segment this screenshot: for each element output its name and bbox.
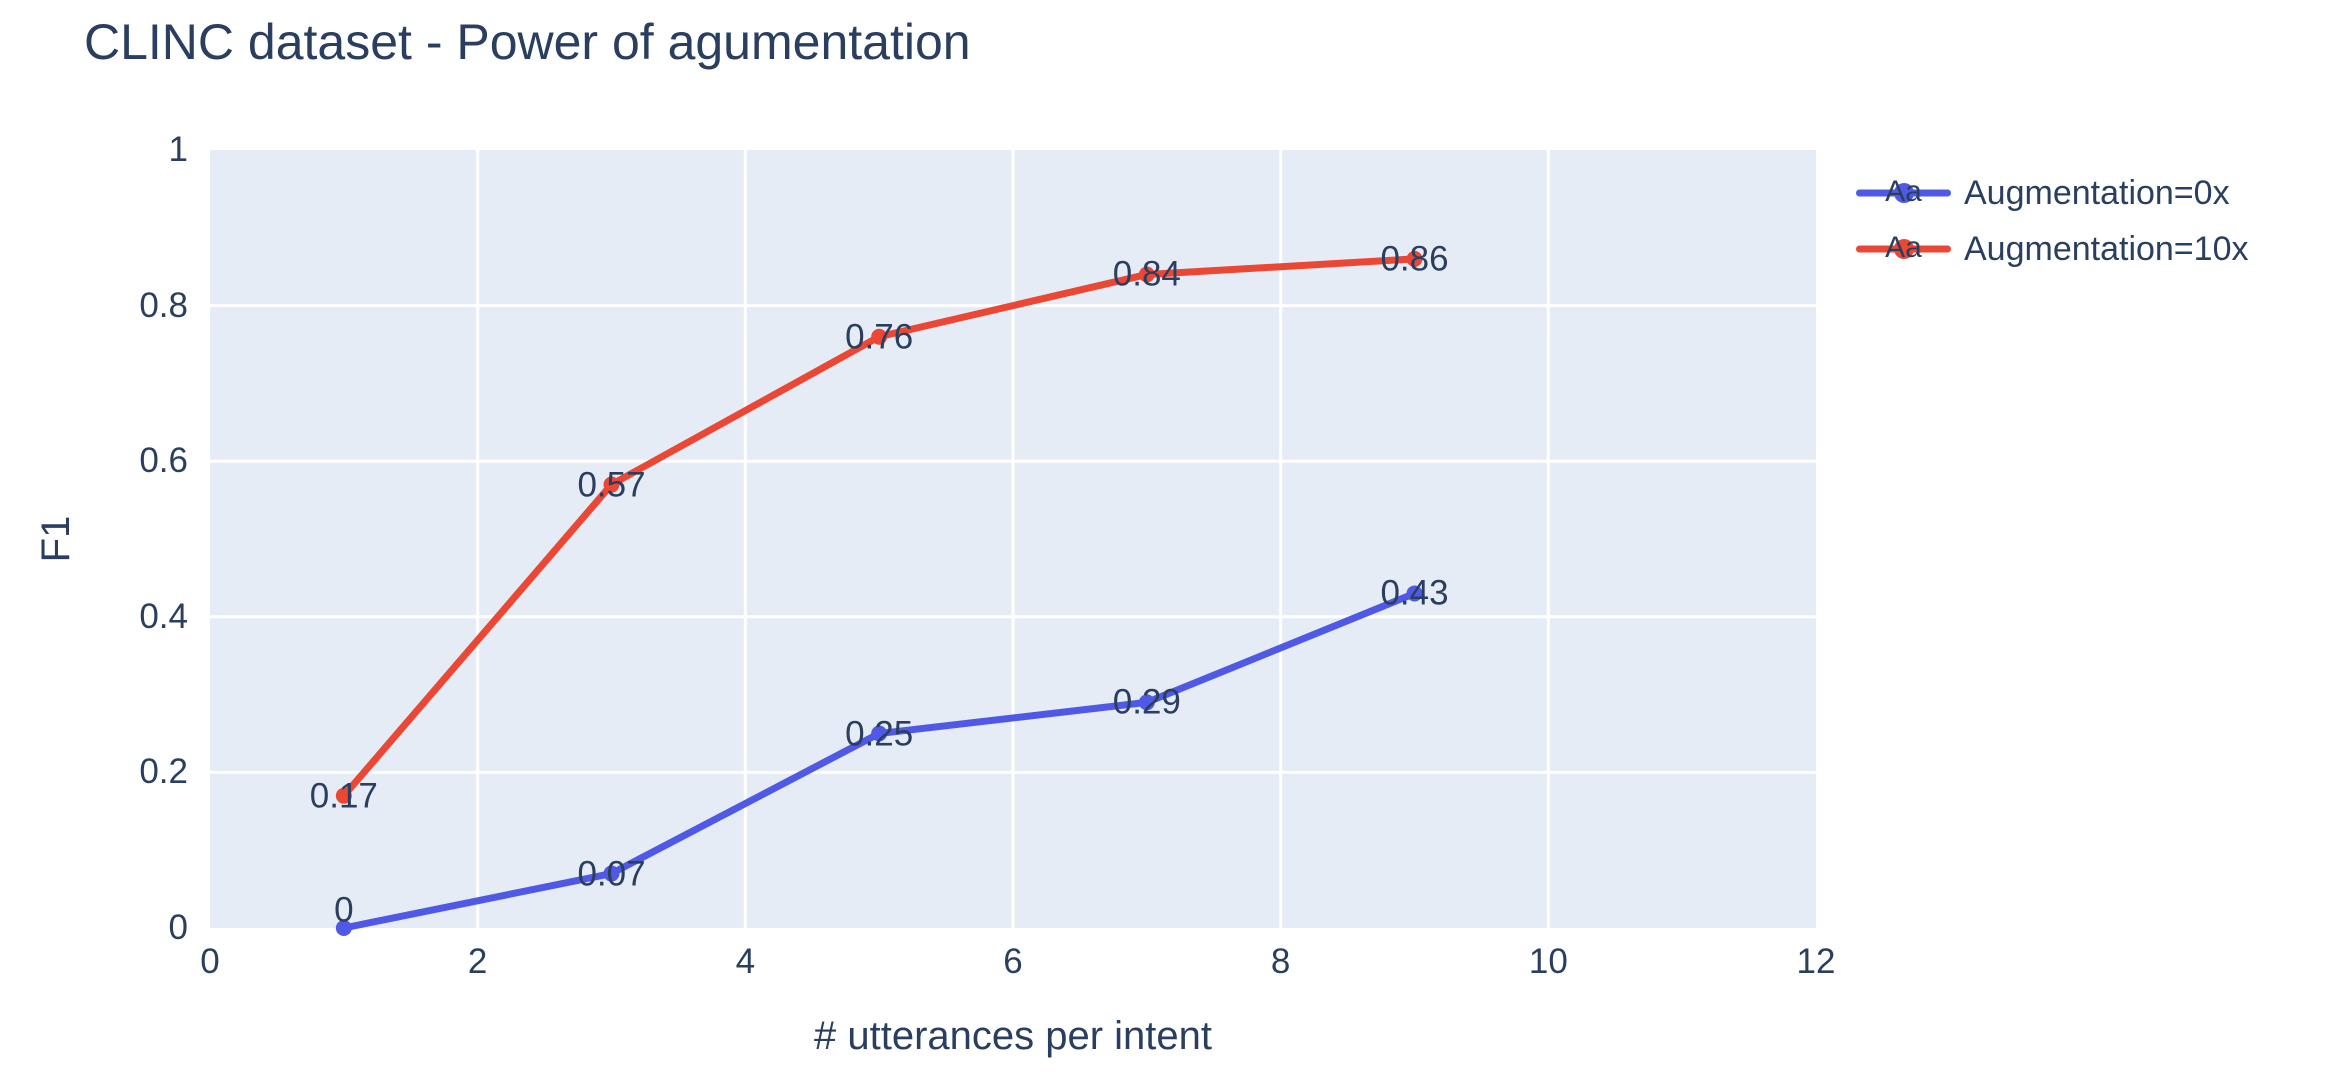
y-tick-label: 0.8 xyxy=(139,285,188,325)
data-point xyxy=(871,725,888,742)
y-tick-label: 0 xyxy=(168,908,188,947)
legend-item-Augmentation=10x[interactable]: Aa Augmentation=10x xyxy=(1856,221,2248,277)
legend-marker-dot xyxy=(1893,183,1914,203)
legend-sample: Aa xyxy=(1856,173,1951,213)
data-point xyxy=(1406,250,1423,267)
legend-item-Augmentation=0x[interactable]: Aa Augmentation=0x xyxy=(1856,165,2248,221)
legend-marker-text: Aa xyxy=(1885,174,1922,208)
data-point xyxy=(335,787,352,804)
y-tick-label: 1 xyxy=(168,130,188,169)
x-tick-label: 6 xyxy=(1003,942,1023,981)
y-axis-title: F1 xyxy=(34,515,78,563)
x-tick-label: 10 xyxy=(1528,942,1568,981)
chart-title: CLINC dataset - Power of agumentation xyxy=(84,14,971,70)
legend-sample: Aa xyxy=(1856,229,1951,269)
legend-label: Augmentation=0x xyxy=(1964,174,2230,212)
x-tick-label: 12 xyxy=(1796,942,1836,981)
legend-label: Augmentation=10x xyxy=(1964,230,2249,268)
plot-svg xyxy=(210,150,1816,936)
legend-marker-text: Aa xyxy=(1885,230,1922,264)
data-point xyxy=(335,920,352,936)
x-axis-title: # utterances per intent xyxy=(813,1014,1213,1058)
data-point xyxy=(1406,585,1423,602)
x-tick-label: 0 xyxy=(200,942,220,981)
data-point xyxy=(603,865,620,882)
data-point xyxy=(1138,266,1155,283)
y-tick-label: 0.4 xyxy=(139,596,188,636)
legend: Aa Augmentation=0x Aa Augmentation=10x xyxy=(1856,165,2248,277)
x-tick-label: 4 xyxy=(735,942,756,981)
y-tick-label: 0.6 xyxy=(139,441,188,481)
x-tick-label: 2 xyxy=(467,942,488,981)
legend-marker-dot xyxy=(1893,239,1914,259)
x-tick-label: 8 xyxy=(1270,942,1291,981)
data-point xyxy=(603,476,620,493)
series-line-Augmentation=0x xyxy=(340,589,1418,932)
data-point xyxy=(1138,694,1155,711)
data-point xyxy=(871,328,888,345)
y-tick-label: 0.2 xyxy=(139,752,188,792)
plot-area[interactable]: 0 0.07 0.25 0.29 0.43 0.17 0.57 0.76 0.84 0.86 xyxy=(210,150,1816,936)
